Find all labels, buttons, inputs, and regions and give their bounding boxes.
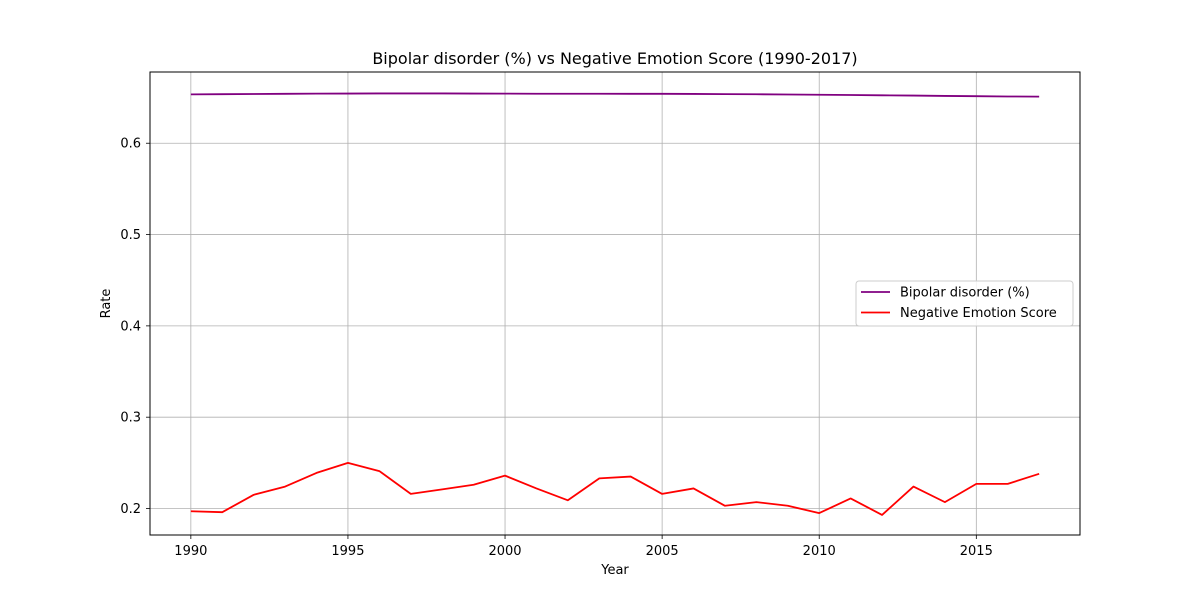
y-tick-label: 0.3 <box>120 411 141 426</box>
y-tick-label: 0.5 <box>120 228 141 243</box>
legend-entries: Bipolar disorder (%) Negative Emotion Sco… <box>861 286 1057 321</box>
x-tick-label: 2010 <box>803 544 836 559</box>
legend-label-negative-emotion-score: Negative Emotion Score <box>900 306 1057 321</box>
y-tick-label: 0.2 <box>120 502 141 517</box>
series-line-negative-emotion-score <box>190 461 1040 516</box>
x-tick-label: 1995 <box>331 544 364 559</box>
plot-frame <box>149 71 1081 536</box>
y-axis-label: Rate <box>99 289 114 319</box>
axis-ticks: 1990 1995 2000 2005 2010 2015 0.2 0.3 0.4 0.5 0.6 <box>120 137 993 559</box>
y-tick-label: 0.6 <box>120 137 141 152</box>
legend: Bipolar disorder (%) Negative Emotion Sco… <box>855 280 1074 327</box>
x-tick-label: 2015 <box>960 544 993 559</box>
x-tick-label: 2000 <box>488 544 521 559</box>
series-line-bipolar-disorder <box>190 92 1040 98</box>
series-lines <box>190 92 1040 516</box>
y-tick-label: 0.4 <box>120 319 141 334</box>
x-tick-label: 2005 <box>646 544 679 559</box>
grid <box>150 72 1080 535</box>
x-axis-label: Year <box>600 563 629 578</box>
legend-label-bipolar-disorder: Bipolar disorder (%) <box>900 286 1030 301</box>
chart-title: Bipolar disorder (%) vs Negative Emotion… <box>372 49 857 68</box>
x-tick-label: 1990 <box>174 544 207 559</box>
legend-box <box>855 280 1074 327</box>
